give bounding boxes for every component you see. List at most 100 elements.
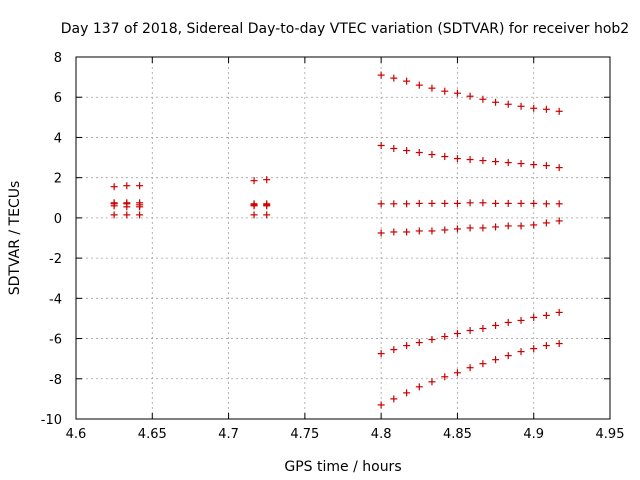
- data-point: [110, 211, 118, 219]
- data-point: [263, 211, 271, 219]
- data-point: [530, 313, 538, 321]
- data-point: [136, 203, 144, 211]
- data-point: [492, 223, 500, 231]
- data-point: [390, 74, 398, 82]
- data-point: [530, 199, 538, 207]
- y-tick-label: 2: [54, 172, 62, 187]
- data-point: [415, 339, 423, 347]
- data-point: [441, 153, 449, 161]
- data-point: [504, 352, 512, 360]
- x-axis-label: GPS time / hours: [284, 459, 401, 475]
- data-point: [517, 160, 525, 168]
- data-point: [517, 348, 525, 356]
- data-point: [403, 342, 411, 350]
- data-points: [110, 71, 563, 409]
- grid-lines: [76, 57, 610, 419]
- y-tick-label: 8: [54, 51, 62, 66]
- data-point: [263, 202, 271, 210]
- data-point: [250, 177, 258, 185]
- data-point: [479, 199, 487, 207]
- data-point: [542, 162, 550, 170]
- data-point: [542, 200, 550, 208]
- data-point: [403, 389, 411, 397]
- x-tick-label: 4.6: [66, 427, 87, 442]
- data-point: [466, 156, 474, 164]
- data-point: [453, 155, 461, 163]
- y-tick-label: -6: [49, 333, 62, 348]
- data-point: [479, 360, 487, 368]
- data-point: [415, 199, 423, 207]
- data-point: [403, 77, 411, 85]
- data-point: [492, 356, 500, 364]
- data-point: [136, 182, 144, 190]
- data-point: [428, 151, 436, 159]
- data-point: [504, 318, 512, 326]
- data-point: [530, 161, 538, 169]
- data-point: [453, 199, 461, 207]
- data-point: [479, 157, 487, 165]
- y-tick-label: 0: [54, 212, 62, 227]
- data-point: [110, 183, 118, 191]
- data-point: [428, 84, 436, 92]
- data-point: [530, 345, 538, 353]
- data-point: [517, 222, 525, 230]
- data-point: [466, 92, 474, 100]
- y-tick-labels: -10 -8 -6 -4 -2 0 2 4 6 8: [41, 51, 62, 428]
- data-point: [415, 81, 423, 89]
- data-point: [415, 383, 423, 391]
- data-point: [517, 316, 525, 324]
- data-point: [530, 221, 538, 229]
- plot-frame: [75, 56, 611, 420]
- data-point: [428, 227, 436, 235]
- data-point: [504, 222, 512, 230]
- data-point: [390, 228, 398, 236]
- data-point: [263, 176, 271, 184]
- data-point: [441, 199, 449, 207]
- y-tick-label: -2: [49, 252, 62, 267]
- data-point: [123, 182, 131, 190]
- data-point: [542, 105, 550, 113]
- x-tick-label: 4.75: [290, 427, 319, 442]
- x-tick-label: 4.85: [443, 427, 472, 442]
- data-point: [390, 395, 398, 403]
- y-tick-label: -8: [49, 373, 62, 388]
- data-point: [110, 202, 118, 210]
- y-tick-label: -4: [49, 292, 62, 307]
- data-point: [453, 89, 461, 97]
- data-point: [250, 202, 258, 210]
- data-point: [466, 364, 474, 372]
- x-tick-label: 4.95: [596, 427, 625, 442]
- chart-title: Day 137 of 2018, Sidereal Day-to-day VTE…: [61, 21, 629, 37]
- data-point: [428, 199, 436, 207]
- data-point: [504, 199, 512, 207]
- data-point: [377, 200, 385, 208]
- data-point: [441, 373, 449, 381]
- x-tick-labels: 4.6 4.65 4.7 4.75 4.8 4.85 4.9 4.95: [66, 427, 625, 442]
- data-point: [377, 350, 385, 358]
- data-point: [250, 211, 258, 219]
- data-point: [542, 219, 550, 227]
- data-point: [555, 217, 563, 225]
- data-point: [555, 164, 563, 172]
- axis-ticks: [75, 56, 611, 420]
- data-point: [504, 100, 512, 108]
- data-point: [555, 308, 563, 316]
- data-point: [517, 102, 525, 110]
- data-point: [403, 200, 411, 208]
- y-tick-label: -10: [41, 413, 62, 428]
- data-point: [453, 369, 461, 377]
- data-point: [492, 199, 500, 207]
- data-point: [555, 340, 563, 348]
- data-point: [441, 87, 449, 95]
- data-point: [504, 159, 512, 167]
- data-point: [492, 321, 500, 329]
- data-point: [492, 158, 500, 166]
- data-point: [136, 211, 144, 219]
- data-point: [530, 104, 538, 112]
- data-point: [479, 224, 487, 232]
- data-point: [415, 227, 423, 235]
- data-point: [441, 333, 449, 341]
- data-point: [377, 71, 385, 79]
- data-point: [466, 199, 474, 207]
